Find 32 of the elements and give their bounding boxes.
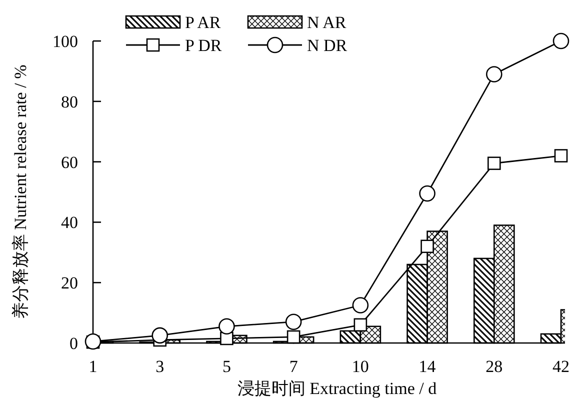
x-tick-label: 7 bbox=[289, 357, 298, 376]
x-tick-label: 28 bbox=[486, 357, 503, 376]
point bbox=[420, 240, 434, 254]
x-tick-label: 42 bbox=[552, 357, 570, 376]
point bbox=[152, 327, 168, 344]
legend-label: N AR bbox=[307, 13, 347, 32]
point bbox=[285, 314, 302, 330]
point bbox=[486, 66, 502, 82]
y-tick-label: 100 bbox=[52, 32, 78, 51]
point bbox=[554, 149, 568, 162]
y-tick-label: 20 bbox=[61, 274, 78, 293]
legend-label: N DR bbox=[307, 36, 348, 55]
x-axis-title: 浸提时间 Extracting time / d bbox=[237, 379, 438, 398]
y-tick-label: 80 bbox=[61, 92, 78, 112]
point bbox=[218, 318, 235, 335]
point bbox=[354, 318, 368, 332]
y-tick-label: 40 bbox=[61, 213, 78, 232]
x-tick-label: 5 bbox=[222, 357, 231, 376]
point bbox=[419, 185, 436, 202]
x-tick-label: 14 bbox=[418, 357, 436, 376]
point bbox=[352, 297, 369, 314]
y-axis-title: 养分释放率 Nutrient release rate / % bbox=[11, 64, 30, 320]
point bbox=[552, 32, 570, 50]
legend-label: P AR bbox=[185, 13, 222, 32]
legend-label: P DR bbox=[185, 36, 222, 55]
y-tick-label: 60 bbox=[61, 152, 78, 172]
y-tick-label: 0 bbox=[70, 334, 78, 353]
x-tick-label: 3 bbox=[156, 357, 164, 376]
point bbox=[286, 330, 300, 344]
point bbox=[487, 156, 501, 170]
x-tick-label: 10 bbox=[352, 357, 369, 376]
x-tick-label: 1 bbox=[88, 357, 98, 376]
